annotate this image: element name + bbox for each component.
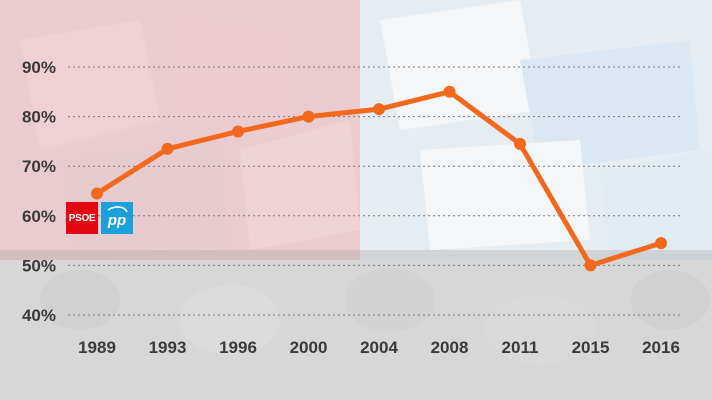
y-tick-label: 40% [22,306,56,325]
pp-logo-icon: pp [101,202,133,234]
series-line [94,89,664,268]
x-tick-label: 2008 [431,338,469,357]
x-tick-label: 2015 [572,338,610,357]
x-tick-label: 2004 [360,338,398,357]
x-tick-label: 1993 [149,338,187,357]
data-point [302,110,315,123]
y-tick-label: 80% [22,108,56,127]
data-points [91,85,667,272]
psoe-logo-icon: PSOE [66,202,98,234]
x-tick-label: 2016 [642,338,680,357]
data-point [232,125,244,138]
y-axis-tick-labels: 40% 50% 60% 70% 80% 90% [22,58,56,325]
x-tick-label: 2011 [502,338,539,357]
psoe-logo-label: PSOE [68,212,96,224]
pp-logo-graphic: pp [101,202,133,234]
x-axis-tick-labels: 1989 1993 1996 2000 2004 2008 2011 2015 2016 [78,338,680,357]
data-point [655,237,667,250]
data-point [91,187,103,200]
data-point [373,103,385,116]
x-tick-label: 1996 [219,338,257,357]
y-tick-label: 60% [22,207,56,226]
data-point [443,85,456,98]
y-tick-label: 70% [22,157,56,176]
x-tick-label: 1989 [78,338,116,357]
data-point [584,259,597,272]
data-point [514,137,526,150]
x-tick-label: 2000 [290,338,328,357]
pp-logo-label: pp [107,212,126,229]
grid-lines [68,66,680,316]
y-tick-label: 50% [22,256,56,275]
y-tick-label: 90% [22,58,56,77]
data-point [161,142,174,155]
